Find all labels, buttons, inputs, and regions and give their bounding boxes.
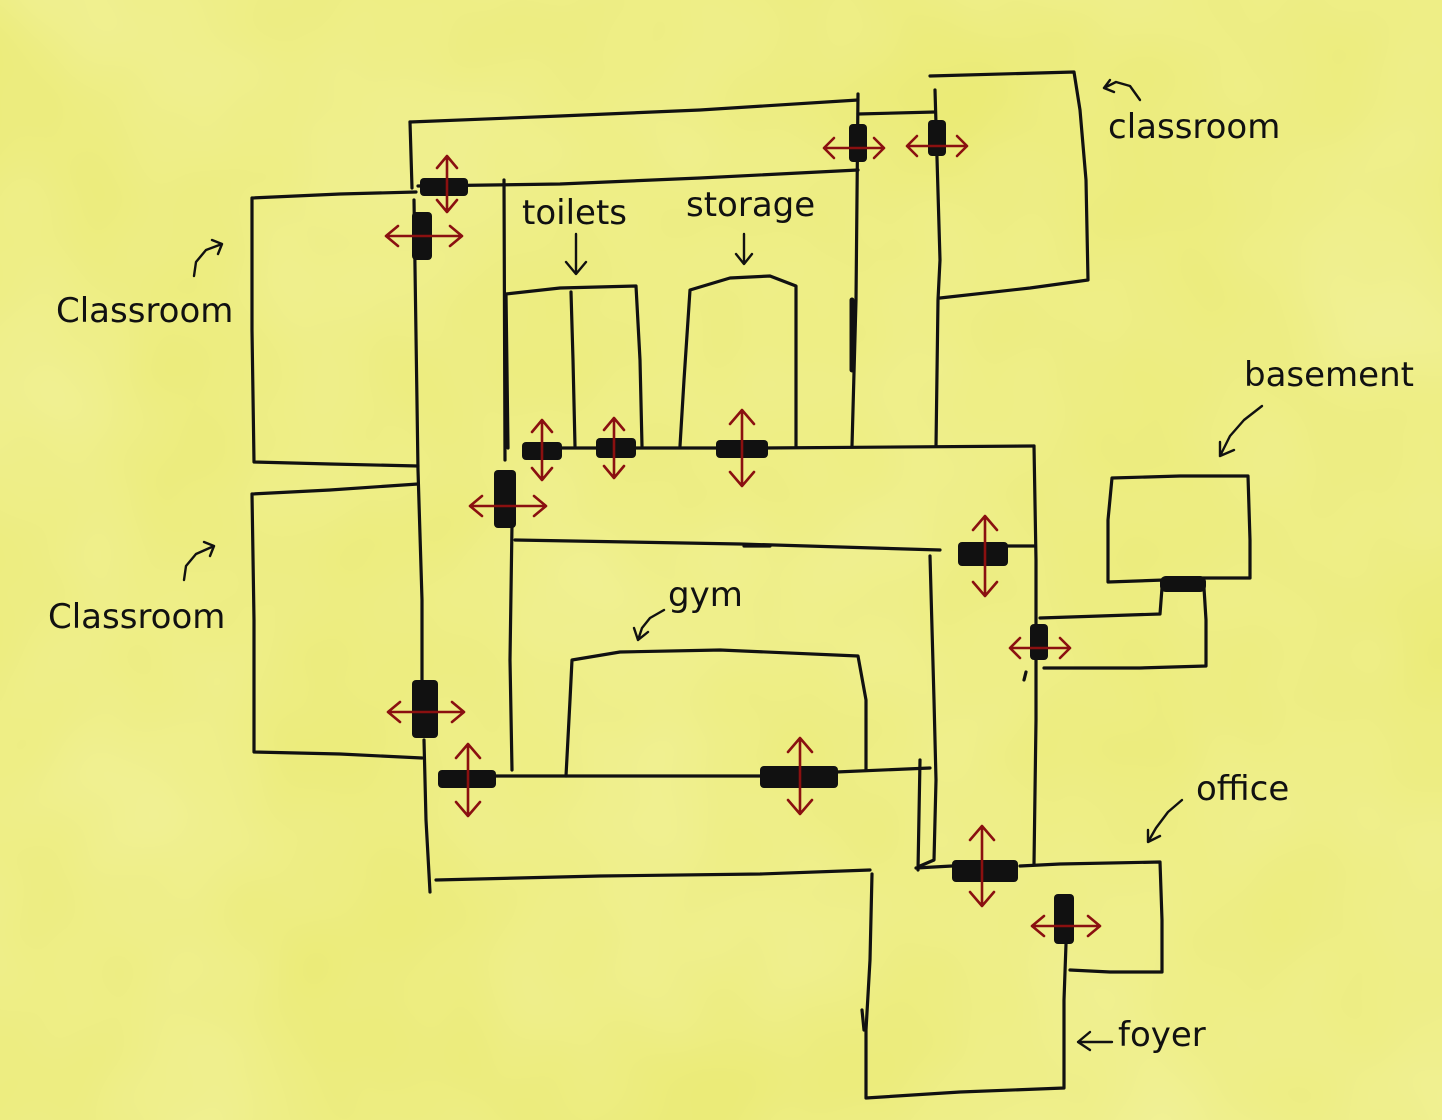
arrow-vertical-gym xyxy=(786,736,814,816)
label-classroom-left-lower: Classroom xyxy=(48,597,225,637)
pointer-classroom-top-right xyxy=(1102,78,1142,102)
arrow-horizontal-classroom-top-right xyxy=(905,134,969,158)
pointer-basement xyxy=(1218,404,1264,458)
arrow-vertical-toilet-2 xyxy=(602,416,626,480)
door-top-corridor-left xyxy=(420,178,468,196)
door-classroom-left-lower xyxy=(412,680,438,738)
arrow-vertical-toilet-1 xyxy=(530,418,554,482)
arrow-horizontal-left-corridor-middle xyxy=(468,494,548,518)
pointer-classroom-left-lower xyxy=(182,540,216,582)
classroom-left-upper-walls xyxy=(250,190,420,468)
top-corridor-left-wall xyxy=(408,120,414,190)
storage-walls xyxy=(678,274,798,448)
middle-corridor-bottom-wall xyxy=(513,538,942,552)
arrow-vertical-storage xyxy=(728,408,756,488)
foyer-tick xyxy=(860,1008,866,1032)
door-right-corridor xyxy=(958,542,1008,566)
basement-link-walls xyxy=(1038,586,1208,670)
label-pointers xyxy=(182,78,1264,1052)
left-corridor-inner-wall xyxy=(502,178,507,462)
label-foyer: foyer xyxy=(1118,1015,1206,1055)
bottom-corridor-join-wall xyxy=(914,864,954,870)
left-corridor-inner-wall-lower xyxy=(508,522,514,772)
arrow-horizontal-office xyxy=(1030,914,1102,938)
pointer-office xyxy=(1146,798,1184,844)
label-classroom-top-right: classroom xyxy=(1108,107,1280,147)
label-storage: storage xyxy=(686,185,815,225)
top-corridor-upper-wall xyxy=(856,110,937,116)
arrow-vertical-right-corridor xyxy=(971,514,999,598)
toilets-walls xyxy=(504,284,644,450)
top-corridor-bottom-wall xyxy=(416,168,860,188)
toilets-divider xyxy=(569,290,577,448)
left-corridor-outer-wall xyxy=(412,198,424,692)
arrow-vertical-foyer xyxy=(968,824,996,908)
bottom-corridor-bottom-wall xyxy=(434,868,872,882)
classroom-top-right-walls xyxy=(928,70,1090,300)
label-basement: basement xyxy=(1244,355,1414,395)
middle-corridor-gym-wall xyxy=(476,766,932,778)
arrow-horizontal-classroom-left-lower xyxy=(386,700,466,724)
pointer-toilets xyxy=(564,232,588,276)
right-corridor-inner-wall xyxy=(918,554,938,868)
door-classroom-top-right xyxy=(928,120,946,156)
pointer-storage xyxy=(734,232,754,266)
arrow-vertical-top-corridor-left xyxy=(435,154,459,214)
foyer-walls xyxy=(864,872,1068,1100)
bottom-corridor-right-wall xyxy=(916,758,922,872)
classroom-left-lower-walls xyxy=(250,482,424,760)
door-arrows xyxy=(384,134,1102,938)
door-basement-link xyxy=(1030,624,1048,660)
arrow-horizontal-basement-link xyxy=(1008,636,1072,660)
pointer-gym xyxy=(632,608,666,642)
top-corridor-right-wall xyxy=(933,88,942,448)
top-corridor-divider xyxy=(850,92,860,448)
door-toilet-2 xyxy=(596,438,636,458)
door-left-corridor-middle xyxy=(494,470,516,528)
arrow-vertical-bottom-corridor-left xyxy=(454,742,482,818)
office-walls xyxy=(1018,860,1164,974)
label-office: office xyxy=(1196,769,1289,809)
basement-walls xyxy=(1106,474,1252,584)
label-gym: gym xyxy=(668,575,743,615)
door-foyer xyxy=(952,860,1018,882)
arrow-horizontal-top-corridor-divider xyxy=(822,136,886,160)
label-classroom-left-upper: Classroom xyxy=(56,291,233,331)
room-labels: classroom Classroom Classroom toilets st… xyxy=(48,107,1414,1055)
pointer-classroom-left-upper xyxy=(192,238,224,278)
middle-corridor-top-wall xyxy=(558,444,1036,450)
left-corridor-outer-wall-lower xyxy=(422,738,432,894)
door-top-corridor-divider xyxy=(849,124,867,162)
arrow-horizontal-classroom-left-upper xyxy=(384,224,464,248)
pointer-foyer xyxy=(1076,1030,1114,1052)
door-basement xyxy=(1160,576,1206,592)
gym-walls xyxy=(564,648,868,778)
label-toilets: toilets xyxy=(522,193,627,233)
right-corridor-tick xyxy=(1022,670,1028,682)
door-office xyxy=(1054,894,1074,944)
top-corridor-top-wall xyxy=(408,98,860,124)
